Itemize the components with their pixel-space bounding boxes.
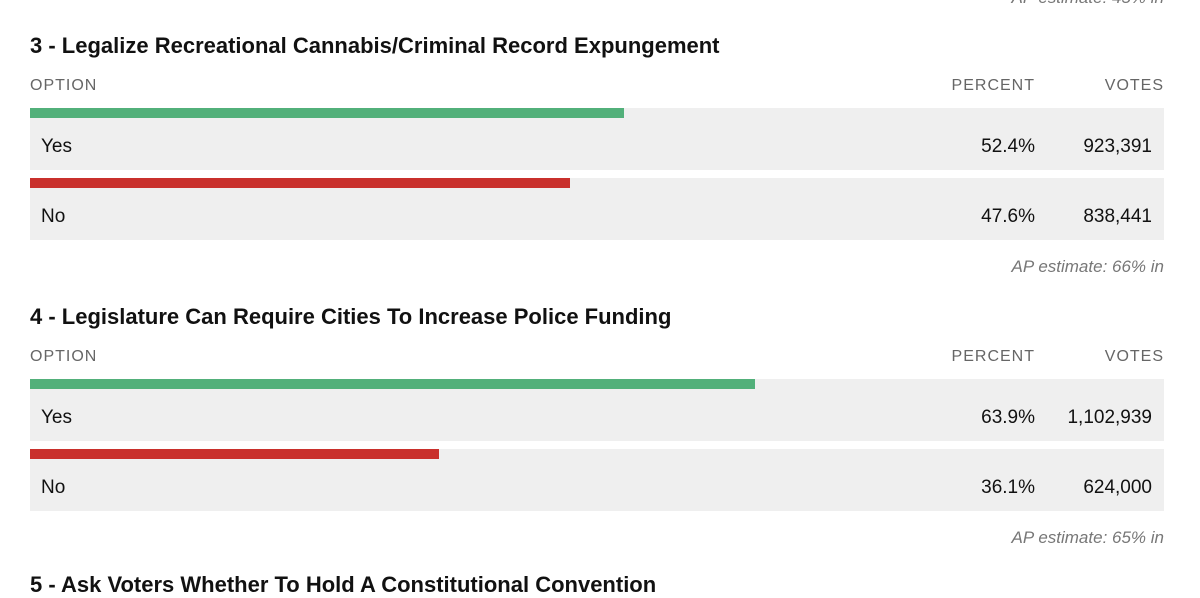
result-bar [30,379,755,389]
percent: 63.9% [981,407,1035,428]
result-bar [30,108,625,118]
measure-title: 4 - Legislature Can Require Cities To In… [30,304,672,329]
header-votes: VOTES [1104,77,1164,94]
option-name: Yes [41,407,72,428]
row [30,449,1164,511]
votes: 923,391 [1083,136,1152,157]
header-option: OPTION [30,348,98,365]
page: AP estimate: 45% in 3 - Legalize Recreati… [30,0,1164,597]
percent: 47.6% [981,206,1035,227]
percent: 36.1% [981,477,1035,498]
percent: 52.4% [981,136,1035,157]
ap-estimate: AP estimate: 66% in [1011,257,1164,276]
option-name: Yes [41,136,72,157]
header-percent: PERCENT [951,348,1035,365]
votes: 838,441 [1083,206,1152,227]
result-bar [30,449,440,459]
votes: 1,102,939 [1067,407,1152,428]
votes: 624,000 [1083,477,1152,498]
row [30,178,1164,240]
option-name: No [41,477,66,498]
measure-title: 3 - Legalize Recreational Cannabis/Crimi… [30,33,720,58]
measure-title: 5 - Ask Voters Whether To Hold A Constit… [30,572,657,597]
header-votes: VOTES [1104,348,1164,365]
row [30,379,1164,441]
ap-estimate: AP estimate: 45% in [1012,0,1164,8]
header-option: OPTION [30,77,98,94]
header-percent: PERCENT [951,77,1035,94]
result-bar [30,178,570,188]
row [30,108,1164,170]
ap-estimate: AP estimate: 65% in [1011,528,1164,547]
option-name: No [41,206,66,227]
